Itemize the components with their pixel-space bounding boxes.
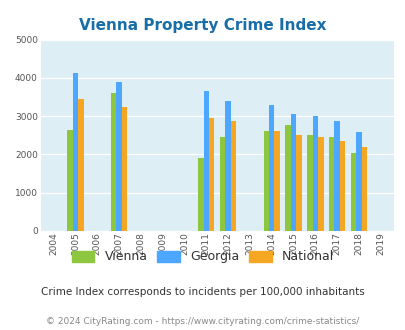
Bar — [67, 130, 72, 231]
Bar — [274, 131, 279, 231]
Bar — [328, 137, 334, 231]
Bar — [209, 118, 214, 231]
Bar — [116, 82, 121, 231]
Bar — [334, 121, 339, 231]
Bar — [290, 114, 296, 231]
Text: © 2024 CityRating.com - https://www.cityrating.com/crime-statistics/: © 2024 CityRating.com - https://www.city… — [46, 317, 359, 326]
Bar — [122, 107, 127, 231]
Bar — [225, 101, 230, 231]
Bar — [339, 141, 345, 231]
Bar — [317, 137, 323, 231]
Bar — [296, 135, 301, 231]
Bar — [361, 147, 366, 231]
Text: Vienna Property Crime Index: Vienna Property Crime Index — [79, 18, 326, 33]
Bar — [220, 137, 225, 231]
Bar — [355, 132, 361, 231]
Bar — [198, 158, 203, 231]
Bar — [78, 99, 83, 231]
Text: Crime Index corresponds to incidents per 100,000 inhabitants: Crime Index corresponds to incidents per… — [41, 287, 364, 297]
Bar — [230, 121, 236, 231]
Bar — [72, 73, 78, 231]
Legend: Vienna, Georgia, National: Vienna, Georgia, National — [72, 250, 333, 263]
Bar — [111, 93, 116, 231]
Bar — [269, 106, 274, 231]
Bar — [263, 131, 269, 231]
Bar — [350, 152, 355, 231]
Bar — [285, 125, 290, 231]
Bar — [203, 91, 209, 231]
Bar — [307, 135, 312, 231]
Bar — [312, 116, 317, 231]
